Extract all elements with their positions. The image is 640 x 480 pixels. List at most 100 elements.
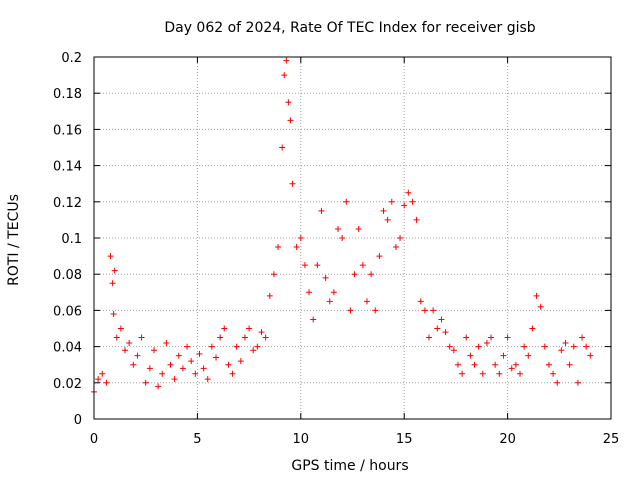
data-point [111, 267, 118, 274]
data-point [504, 334, 511, 341]
data-point [512, 361, 519, 368]
data-point [229, 370, 236, 377]
data-point [347, 307, 354, 314]
data-point [376, 253, 383, 260]
data-point [339, 235, 346, 241]
data-point [237, 358, 244, 365]
data-point [204, 376, 211, 383]
data-point [541, 343, 548, 350]
x-tick-labels: 0 5 10 15 20 25 [90, 432, 619, 447]
data-point [275, 244, 282, 251]
data-point [293, 244, 300, 251]
y-tick-label: 0.02 [53, 377, 82, 392]
data-point [213, 354, 220, 361]
data-point [113, 334, 120, 341]
data-point [95, 376, 102, 383]
x-tick-label: 0 [90, 432, 98, 447]
data-point [188, 358, 195, 365]
data-point [107, 253, 114, 260]
data-point [384, 216, 391, 223]
data-point [475, 343, 482, 350]
x-tick-label: 15 [396, 432, 413, 447]
data-point [200, 365, 207, 372]
data-point [301, 262, 308, 269]
data-point [163, 339, 170, 346]
data-point [355, 225, 362, 232]
data-point [438, 316, 445, 323]
data-point [250, 347, 257, 354]
y-tick-label: 0 [74, 413, 82, 428]
data-point [192, 370, 199, 377]
data-point [521, 343, 528, 350]
data-point [233, 343, 240, 350]
data-point [196, 350, 203, 357]
data-point [417, 298, 424, 305]
data-point [529, 325, 536, 332]
data-point [479, 370, 486, 377]
y-tick-label: 0.06 [53, 304, 82, 319]
data-point [570, 343, 577, 350]
data-point [467, 352, 474, 359]
data-point [335, 225, 342, 232]
y-tick-labels: 0 0.02 0.04 0.06 0.08 0.1 0.12 0.14 0.16 0.18 0.2 [53, 51, 82, 428]
data-point [537, 303, 544, 310]
data-point [246, 325, 253, 332]
data-point [430, 307, 437, 314]
data-point [266, 292, 273, 299]
data-point [171, 376, 178, 383]
data-point [483, 339, 490, 346]
data-point [392, 244, 399, 251]
data-point [330, 289, 337, 296]
data-point [471, 361, 478, 368]
x-tick-label: 25 [603, 432, 620, 447]
data-point [110, 311, 117, 318]
data-point [254, 343, 261, 350]
data-point [421, 307, 428, 314]
data-point [155, 383, 162, 390]
data-point [413, 216, 420, 223]
data-point [225, 361, 232, 368]
data-point [159, 370, 166, 377]
y-tick-label: 0.1 [61, 232, 82, 247]
data-point [500, 352, 507, 359]
data-point [533, 292, 540, 299]
data-point [142, 379, 149, 386]
x-tick-label: 20 [499, 432, 516, 447]
data-point [566, 361, 573, 368]
data-point [587, 352, 594, 359]
data-point [103, 379, 110, 386]
data-point [208, 343, 215, 350]
data-point [146, 365, 153, 372]
data-point [134, 352, 141, 359]
data-point [297, 235, 304, 241]
data-point [442, 329, 449, 336]
data-point [322, 274, 329, 281]
data-point [550, 370, 557, 377]
data-point [372, 307, 379, 314]
data-point [126, 339, 133, 346]
data-point [454, 361, 461, 368]
data-point [426, 334, 433, 341]
data-point [306, 289, 313, 296]
y-tick-label: 0.14 [53, 160, 82, 175]
data-point [122, 347, 129, 354]
data-point [175, 352, 182, 359]
y-tick-label: 0.2 [61, 51, 82, 66]
data-point [545, 361, 552, 368]
y-tick-label: 0.12 [53, 196, 82, 211]
data-point [359, 262, 366, 269]
data-point [405, 189, 412, 196]
data-point [262, 334, 269, 341]
data-point [434, 325, 441, 332]
data-point [368, 271, 375, 278]
data-point [363, 298, 370, 305]
data-point [287, 117, 294, 124]
y-tick-label: 0.18 [53, 87, 82, 102]
data-point [517, 370, 524, 377]
data-point [562, 339, 569, 346]
data-point [446, 343, 453, 350]
data-point [388, 198, 395, 205]
data-point [397, 235, 404, 241]
data-point [492, 361, 499, 368]
data-point [279, 144, 286, 151]
